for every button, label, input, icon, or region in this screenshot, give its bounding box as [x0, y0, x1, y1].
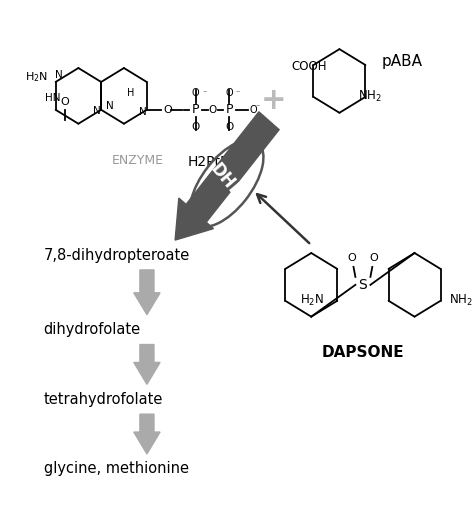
- Text: HN: HN: [45, 93, 61, 103]
- Text: N: N: [93, 106, 101, 116]
- Text: ⁻: ⁻: [236, 88, 240, 97]
- Text: S: S: [358, 278, 367, 292]
- Polygon shape: [134, 414, 160, 454]
- Text: NH$_2$: NH$_2$: [357, 89, 382, 104]
- Text: O: O: [250, 105, 257, 115]
- Text: H$_2$N: H$_2$N: [300, 293, 324, 308]
- Text: dihydrofolate: dihydrofolate: [44, 322, 141, 337]
- Polygon shape: [175, 112, 279, 240]
- Text: O: O: [61, 97, 70, 107]
- Text: H$_2$N: H$_2$N: [26, 70, 48, 83]
- Text: ⁻: ⁻: [202, 88, 207, 97]
- Text: N: N: [106, 101, 113, 111]
- Polygon shape: [134, 270, 160, 315]
- Text: O: O: [225, 122, 234, 132]
- Text: DAPSONE: DAPSONE: [321, 345, 404, 359]
- Text: +: +: [261, 87, 286, 115]
- Text: NH$_2$: NH$_2$: [449, 293, 473, 308]
- Text: DHPS: DHPS: [206, 160, 253, 211]
- Text: O: O: [191, 88, 200, 98]
- Text: O: O: [370, 253, 379, 263]
- Text: O: O: [191, 122, 200, 132]
- Polygon shape: [134, 345, 160, 385]
- Text: H: H: [128, 88, 135, 98]
- Text: N: N: [55, 70, 63, 80]
- Text: O: O: [164, 105, 173, 115]
- Text: P: P: [226, 103, 233, 116]
- Text: COOH: COOH: [292, 60, 327, 73]
- Text: ENZYME: ENZYME: [111, 154, 164, 167]
- Text: H2PtPP: H2PtPP: [188, 155, 237, 168]
- Text: ⁻: ⁻: [255, 102, 260, 111]
- Text: O: O: [208, 105, 217, 115]
- Text: pABA: pABA: [382, 54, 423, 69]
- Text: O: O: [347, 253, 356, 263]
- Text: 7,8-dihydropteroate: 7,8-dihydropteroate: [44, 247, 190, 263]
- Text: tetrahydrofolate: tetrahydrofolate: [44, 392, 163, 407]
- Text: O: O: [226, 88, 233, 98]
- Text: N: N: [139, 107, 146, 117]
- Text: P: P: [192, 103, 199, 116]
- Text: glycine, methionine: glycine, methionine: [44, 461, 189, 476]
